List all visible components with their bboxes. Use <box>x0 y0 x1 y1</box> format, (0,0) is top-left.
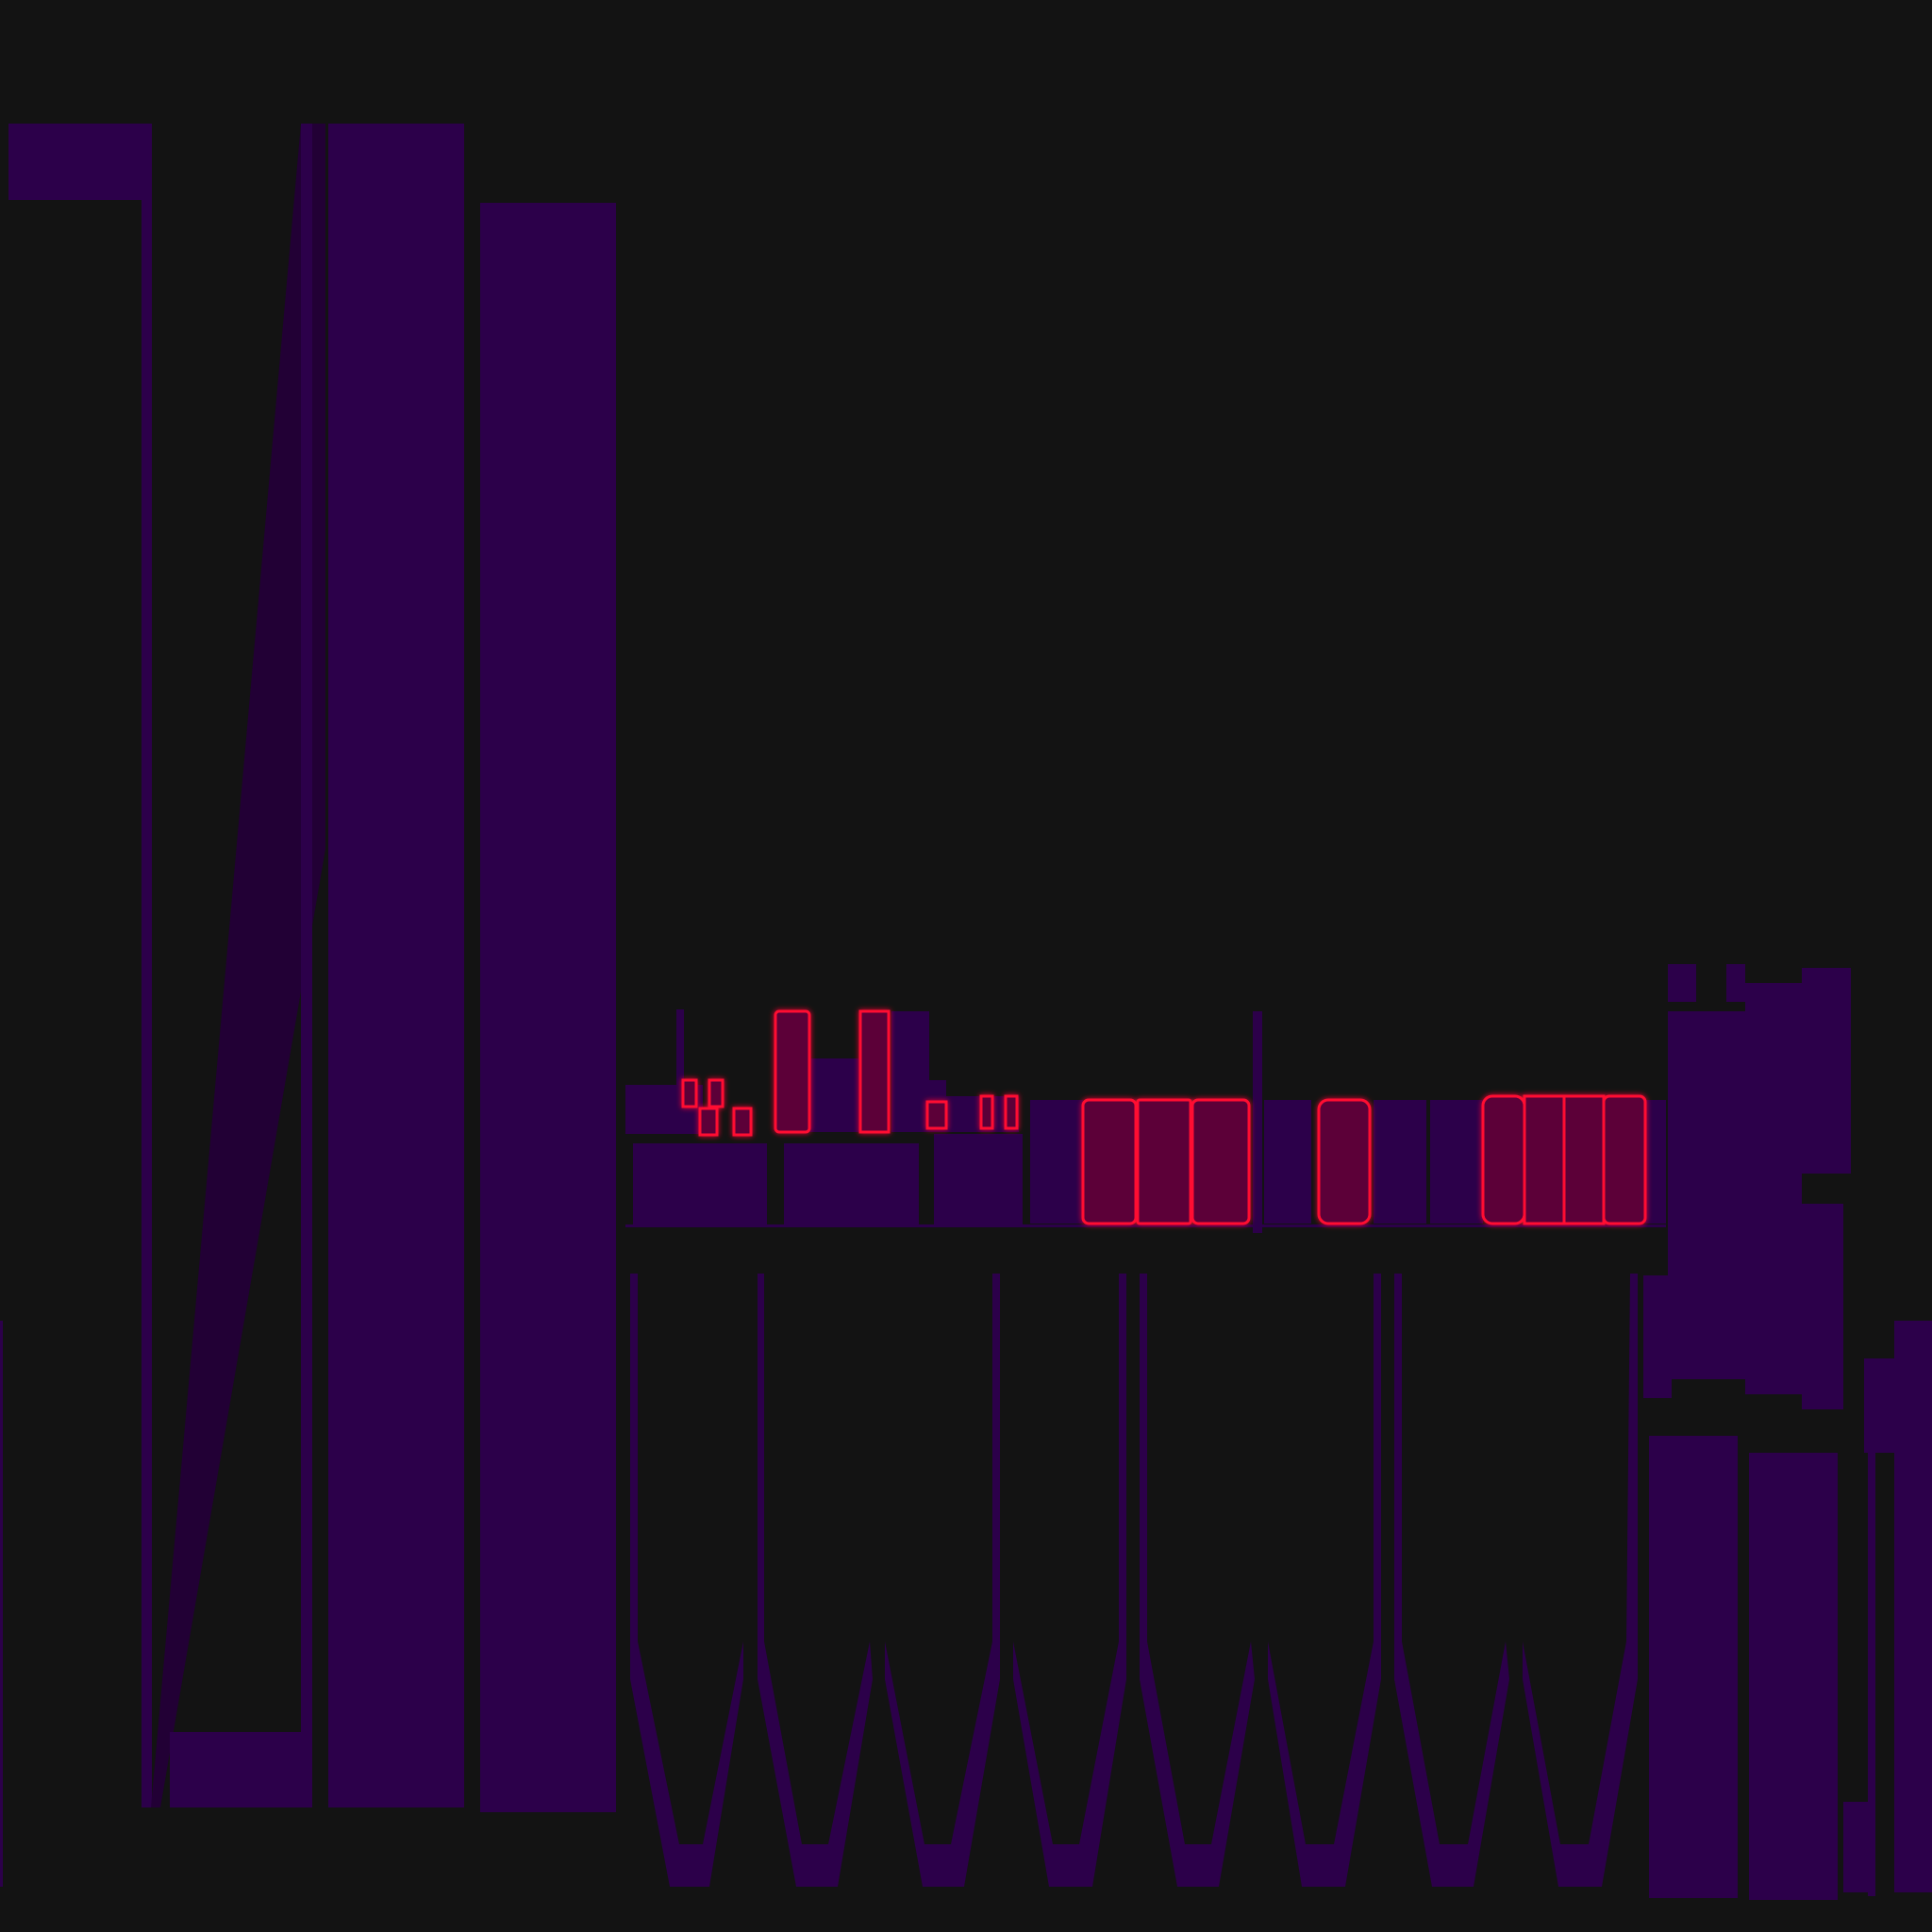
highlight-small-7 <box>1004 1094 1019 1130</box>
funnel-1 <box>630 1274 743 1887</box>
highlight-group <box>681 1009 1647 1225</box>
highlight-small-6 <box>979 1094 994 1130</box>
right-lower-right <box>1745 1275 1802 1394</box>
tall-column-a <box>328 124 464 1807</box>
funnel-6 <box>1268 1274 1381 1887</box>
funnel-3 <box>885 1274 1000 1887</box>
band-mid-block <box>808 1058 864 1132</box>
highlight-small-4 <box>732 1107 753 1137</box>
right-thin-post <box>1868 1453 1875 1896</box>
right-column-a <box>1649 1436 1738 1898</box>
right-notch-left <box>1668 964 1696 1002</box>
right-tower-shelf <box>1802 1204 1843 1409</box>
highlight-small-5 <box>925 1100 948 1130</box>
highlight-block-7 <box>1562 1094 1606 1225</box>
highlight-small-3 <box>698 1107 719 1137</box>
band-seg-4 <box>1430 1100 1483 1224</box>
band-base-line <box>625 1224 1666 1227</box>
band-seg-5 <box>1645 1100 1666 1224</box>
highlight-block-8 <box>1602 1094 1647 1225</box>
funnel-8 <box>1523 1274 1638 1887</box>
diagonal-wedge <box>151 124 325 1807</box>
highlight-block-6 <box>1523 1094 1566 1225</box>
band-box-1 <box>633 1143 767 1224</box>
right-column-c <box>1843 1802 1868 1892</box>
highlight-tall-2 <box>858 1009 891 1134</box>
band-seg-1 <box>1030 1100 1083 1224</box>
band-box-3 <box>934 1134 1023 1224</box>
highlight-block-3 <box>1191 1098 1251 1225</box>
funnel-4 <box>1013 1274 1126 1887</box>
band-seg-3 <box>1374 1100 1426 1224</box>
band-box-2 <box>784 1143 919 1224</box>
funnel-7 <box>1394 1274 1509 1887</box>
left-edge-sliver <box>0 1321 3 1887</box>
funnel-5 <box>1140 1274 1255 1887</box>
highlight-block-5 <box>1481 1094 1526 1225</box>
thin-left-column <box>142 189 152 1807</box>
band-tower <box>891 1011 929 1132</box>
funnel-2 <box>758 1274 873 1887</box>
left-pillar-group <box>0 124 616 1887</box>
tall-column-b <box>480 203 616 1812</box>
highlight-block-2 <box>1136 1098 1192 1225</box>
highlight-small-1 <box>681 1078 698 1108</box>
top-left-block <box>8 124 152 200</box>
bottom-left-block <box>170 1732 312 1807</box>
band-divider <box>1253 1011 1262 1233</box>
right-column-b <box>1749 1453 1838 1900</box>
right-lower-left <box>1643 1275 1672 1398</box>
right-notch-mid <box>1726 964 1745 1002</box>
narrow-column <box>301 124 312 1765</box>
right-tower-right <box>1802 968 1851 1174</box>
funnel-group <box>630 1274 1638 1887</box>
highlight-tall-1 <box>774 1009 811 1134</box>
highlight-block-4 <box>1317 1098 1372 1225</box>
highlight-small-2 <box>708 1078 724 1108</box>
small-post <box>676 1009 684 1134</box>
right-column-e <box>1894 1321 1932 1892</box>
band-seg-2 <box>1264 1100 1311 1224</box>
right-cluster-group <box>1643 964 1932 1900</box>
highlight-block-1 <box>1081 1098 1138 1225</box>
